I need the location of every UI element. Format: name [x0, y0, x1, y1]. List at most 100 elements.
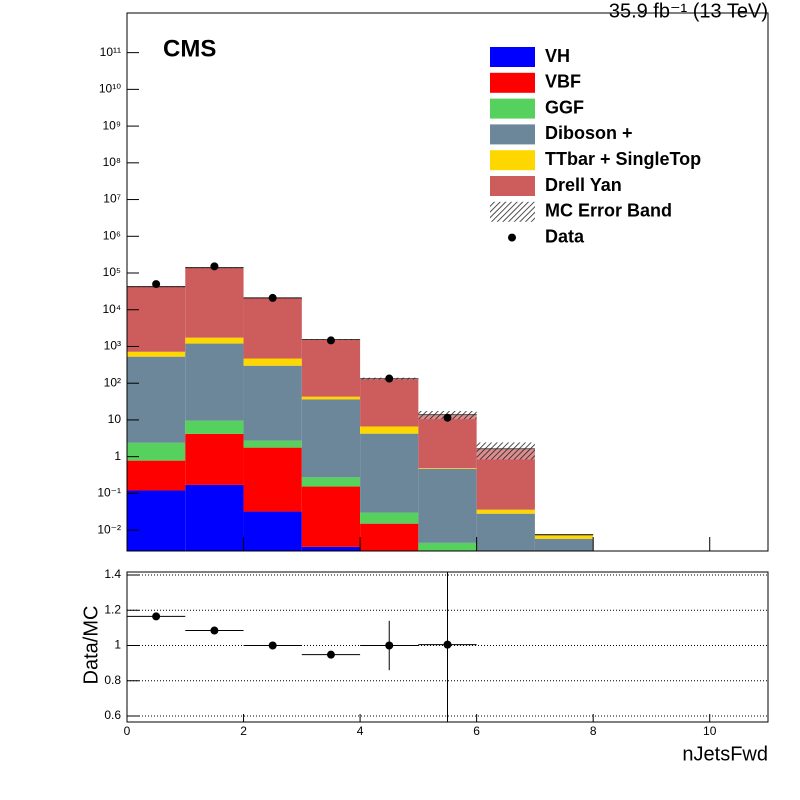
stack-segment: [185, 433, 244, 485]
y-tick-label: 1: [114, 449, 121, 463]
y-tick-label: 10⁶: [103, 228, 121, 242]
stack-segment: [127, 490, 186, 551]
stack-segment: [360, 426, 419, 434]
stack-segment: [243, 511, 302, 551]
stack-segment: [418, 414, 477, 469]
legend-swatch: [490, 124, 535, 145]
y-tick-label: 10¹⁰: [99, 82, 121, 96]
y-tick-label: 0.8: [104, 673, 121, 687]
y-tick-label: 0.6: [104, 708, 121, 722]
stack-segment: [301, 396, 361, 400]
main-panel: 10⁻² 10⁻¹ 1 10 10² 10³ 10⁴ 10⁵ 10⁶ 10⁷ 10⁸ 10⁹ 10¹⁰ 1…: [97, 45, 711, 551]
legend-label: GGF: [545, 97, 584, 117]
ratio-frame: [126, 571, 769, 723]
stack-segment: [243, 365, 302, 441]
stack-segment: [360, 433, 419, 513]
y-tick-label: 10⁷: [103, 192, 121, 206]
stack-segment: [301, 399, 361, 478]
y-tick-label: 10¹¹: [100, 45, 121, 59]
legend-label: MC Error Band: [545, 201, 672, 221]
stack-segment: [301, 546, 361, 551]
stack-segment: [418, 542, 477, 551]
x-axis-label: nJetsFwd: [682, 743, 768, 765]
error-band: [476, 442, 535, 460]
stack-segment: [534, 534, 594, 539]
y-axis-label: Data/MC: [80, 606, 102, 685]
y-tick-label: 10²: [104, 375, 121, 389]
ratio-point: [210, 626, 219, 635]
legend-label: Diboson +: [545, 123, 633, 143]
legend-swatch: [490, 150, 535, 171]
stack-segment: [127, 351, 186, 357]
y-tick-label: 10⁸: [103, 155, 121, 169]
main-frame: [126, 12, 769, 552]
ratio-panel: 0.6 0.8 1 1.2 1.4 0 2 4 6 8 10: [104, 567, 768, 738]
stack-segment: [418, 468, 477, 543]
data-point: [443, 413, 452, 422]
y-tick-label: 10⁻¹: [97, 486, 121, 500]
stack-segment: [127, 442, 186, 461]
stack-segment: [301, 339, 361, 397]
stack-segment: [127, 356, 186, 443]
stack-segment: [127, 286, 186, 352]
data-point: [152, 280, 161, 289]
stack-segment: [243, 297, 302, 359]
y-tick-label: 10⁴: [102, 302, 121, 316]
legend-swatch: [490, 72, 535, 93]
stack-segment: [360, 378, 419, 427]
legend-swatch: [490, 47, 535, 67]
y-tick-label: 10⁵: [103, 265, 121, 279]
stack-segment: [360, 523, 419, 551]
ratio-point: [385, 641, 394, 650]
data-point: [385, 374, 394, 383]
ratio-point: [152, 612, 161, 621]
y-tick-label: 10⁹: [103, 118, 122, 132]
stack-segment: [301, 477, 361, 487]
y-tick-label: 1.4: [104, 567, 121, 581]
legend-label: VBF: [545, 72, 581, 92]
y-tick-label: 10⁻²: [97, 522, 121, 536]
data-point: [210, 262, 219, 271]
x-tick-label: 2: [240, 724, 247, 738]
stack-segment: [243, 440, 302, 448]
cms-label: CMS: [163, 35, 216, 62]
stack-segment: [243, 447, 302, 512]
y-tick-label: 10: [108, 412, 122, 426]
data-point: [326, 336, 335, 345]
stack-segment: [185, 267, 244, 338]
legend-label: TTbar + SingleTop: [545, 149, 701, 169]
stack-segment: [127, 460, 186, 491]
stack-segment: [418, 468, 477, 469]
x-tick-label: 4: [357, 724, 364, 738]
x-tick-label: 10: [703, 724, 717, 738]
stack-segment: [476, 509, 535, 514]
stack-segment: [185, 484, 244, 551]
y-tick-label: 1: [114, 638, 121, 652]
y-tick-label: 10³: [104, 339, 121, 353]
legend-swatch: [490, 98, 535, 119]
x-tick-label: 6: [473, 724, 480, 738]
legend-label: Drell Yan: [545, 175, 622, 195]
ratio-point: [326, 650, 335, 659]
stack-segment: [534, 538, 594, 551]
legend-swatch: [490, 176, 535, 196]
stack-segment: [243, 358, 302, 366]
stack-segment: [301, 486, 361, 547]
x-tick-label: 8: [590, 724, 597, 738]
ratio-point: [443, 640, 452, 649]
stack-segment: [185, 343, 244, 421]
stack-segment: [185, 420, 244, 434]
stack-segment: [360, 512, 419, 524]
legend-label: VH: [545, 46, 570, 66]
stack-segment: [185, 337, 244, 344]
ratio-point: [268, 641, 277, 650]
stack-segment: [476, 513, 535, 551]
legend-label: Data: [545, 226, 585, 246]
y-tick-label: 1.2: [104, 602, 121, 616]
legend-swatch: [508, 233, 516, 242]
legend-swatch: [490, 201, 535, 222]
x-tick-label: 0: [124, 724, 131, 738]
data-point: [268, 293, 277, 302]
lumi-label: 35.9 fb⁻¹ (13 TeV): [609, 0, 768, 22]
